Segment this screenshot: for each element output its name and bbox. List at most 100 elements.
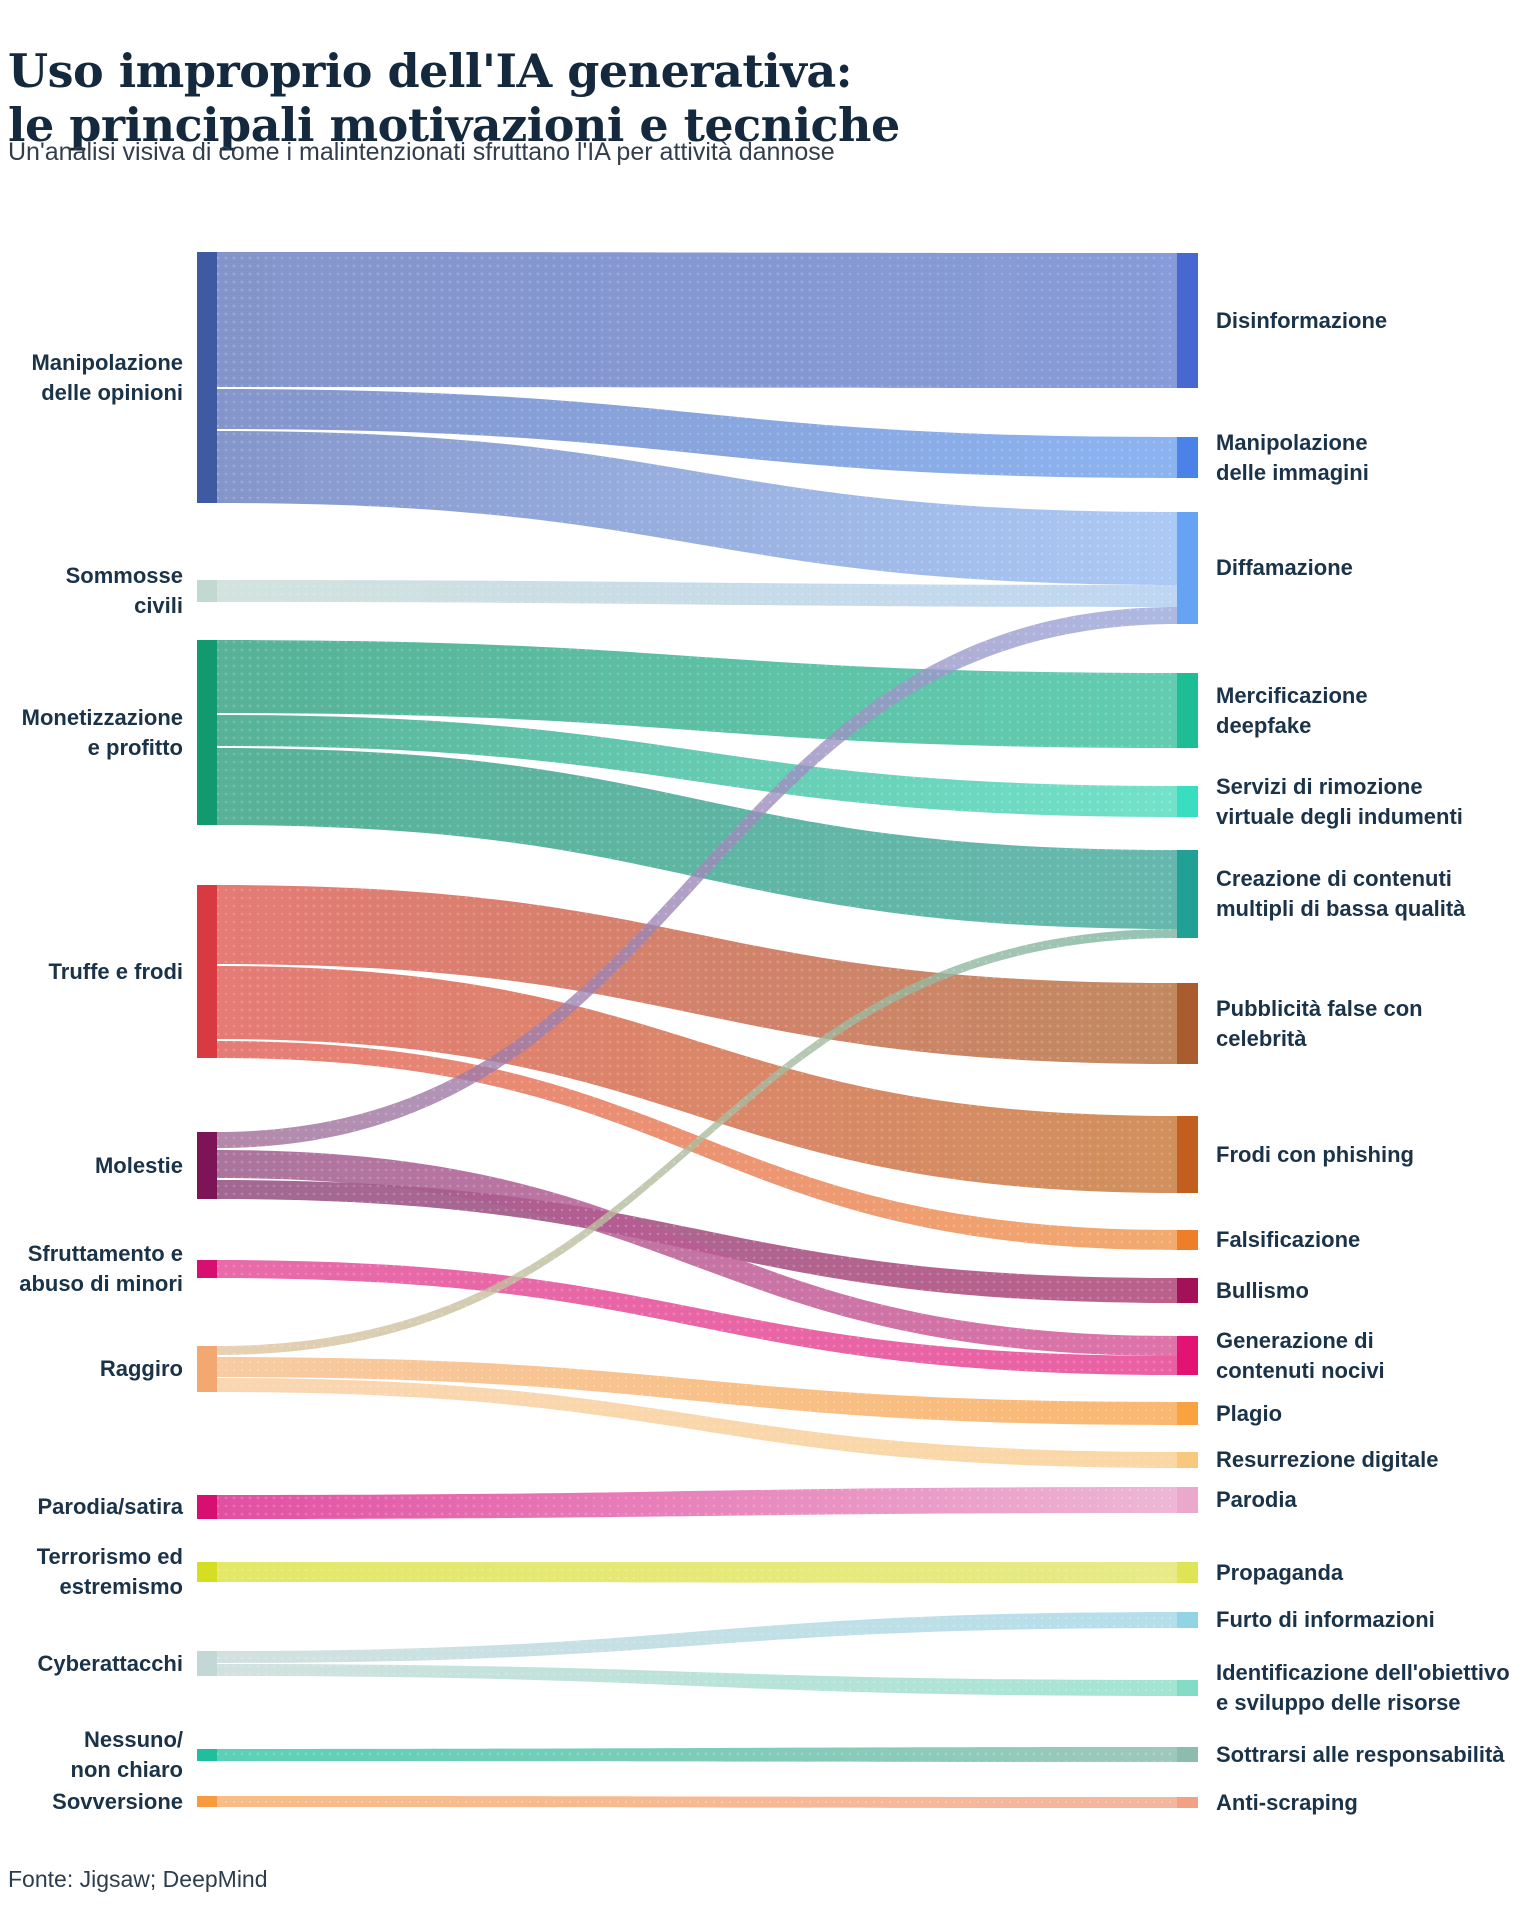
flow-texture-parodia-satira--parodia [217,1487,1177,1519]
label-line: e sviluppo delle risorse [1216,1690,1461,1715]
label-line: civili [134,593,183,618]
label-line: Cyberattacchi [37,1651,183,1676]
left-label-cyberattacchi: Cyberattacchi [0,1649,183,1679]
right-label-generazione-contenuti-nocivi: Generazione di contenuti nocivi [1216,1326,1540,1386]
label-line: e profitto [87,735,183,760]
sankey-node-right-frodi-phishing [1177,1116,1198,1193]
sankey-node-right-identificazione-obiettivo [1177,1680,1198,1696]
label-line: Generazione di [1216,1328,1374,1353]
flow-texture-truffe-frodi--frodi-phishing [217,966,1177,1193]
flow-texture-truffe-frodi--pubblicita-false-celebrita [217,885,1177,1064]
label-line: Furto di informazioni [1216,1607,1435,1632]
sankey-node-left-manipolazione-opinioni [197,252,217,503]
sankey-node-right-sottrarsi-responsabilita [1177,1747,1198,1762]
sankey-node-left-truffe-frodi [197,885,217,1058]
flow-texture-manipolazione-opinioni--disinformazione [217,252,1177,388]
label-line: delle opinioni [41,380,183,405]
label-line: Terrorismo ed [36,1544,183,1569]
left-label-parodia-satira: Parodia/satira [0,1492,183,1522]
sankey-node-right-disinformazione [1177,253,1198,388]
left-label-monetizzazione-profitto: Monetizzazione e profitto [0,703,183,763]
label-line: contenuti nocivi [1216,1358,1385,1383]
left-label-raggiro: Raggiro [0,1354,183,1384]
sankey-node-right-diffamazione [1177,512,1198,624]
label-line: Truffe e frodi [48,959,183,984]
right-label-parodia: Parodia [1216,1485,1540,1515]
flow-texture-sommosse-civili--diffamazione [217,580,1177,607]
label-line: Parodia/satira [37,1494,183,1519]
sankey-node-left-sovversione [197,1796,217,1807]
sankey-node-right-servizi-rimozione-indumenti [1177,786,1198,817]
sankey-node-right-resurrezione-digitale [1177,1452,1198,1468]
sankey-node-left-molestie [197,1132,217,1199]
label-line: Frodi con phishing [1216,1142,1414,1167]
sankey-node-right-bullismo [1177,1278,1198,1303]
flow-texture-monetizzazione-profitto--creazione-contenuti-bassa-qualita [217,748,1177,929]
label-line: Falsificazione [1216,1227,1361,1252]
label-line: Sommosse [65,563,183,588]
label-line: virtuale degli indumenti [1216,804,1463,829]
label-line: Disinformazione [1216,308,1388,333]
label-line: Propaganda [1216,1560,1344,1585]
right-label-frodi-phishing: Frodi con phishing [1216,1140,1540,1170]
flow-texture-manipolazione-opinioni--diffamazione [217,431,1177,585]
sankey-node-right-parodia [1177,1487,1198,1513]
label-line: Raggiro [99,1356,183,1381]
label-line: abuso di minori [19,1271,183,1296]
label-line: Diffamazione [1216,555,1353,580]
sankey-node-left-sommosse-civili [197,580,217,602]
flow-texture-molestie--bullismo [217,1180,1177,1303]
sankey-node-right-manipolazione-immagini [1177,437,1198,478]
label-line: Plagio [1216,1401,1283,1426]
right-label-plagio: Plagio [1216,1399,1540,1429]
right-label-falsificazione: Falsificazione [1216,1225,1540,1255]
label-line: Monetizzazione [21,705,183,730]
sankey-node-left-sfruttamento-minori [197,1260,217,1278]
label-line: Anti-scraping [1216,1790,1358,1815]
right-label-furto-informazioni: Furto di informazioni [1216,1605,1540,1635]
sankey-node-left-monetizzazione-profitto [197,640,217,825]
flow-texture-sfruttamento-minori--generazione-contenuti-nocivi [217,1260,1177,1375]
sankey-node-left-parodia-satira [197,1495,217,1519]
right-label-sottrarsi-responsabilita: Sottrarsi alle responsabilità [1216,1740,1540,1770]
right-label-manipolazione-immagini: Manipolazione delle immagini [1216,428,1540,488]
sankey-node-right-creazione-contenuti-bassa-qualita [1177,850,1198,938]
label-line: multipli di bassa qualità [1216,896,1466,921]
left-label-nessuno-non-chiaro: Nessuno/non chiaro [0,1725,183,1785]
flow-texture-raggiro--creazione-contenuti-bassa-qualita [217,929,1177,1355]
sankey-node-left-cyberattacchi [197,1651,217,1676]
label-line: deepfake [1216,713,1312,738]
sankey-node-right-generazione-contenuti-nocivi [1177,1336,1198,1375]
left-label-manipolazione-opinioni: Manipolazione delle opinioni [0,348,183,408]
right-label-bullismo: Bullismo [1216,1276,1540,1306]
left-label-molestie: Molestie [0,1151,183,1181]
right-label-diffamazione: Diffamazione [1216,553,1540,583]
sankey-node-left-terrorismo-estremismo [197,1562,217,1582]
label-line: Servizi di rimozione [1216,774,1423,799]
sankey-node-right-plagio [1177,1402,1198,1425]
flow-texture-raggiro--resurrezione-digitale [217,1378,1177,1468]
label-line: Mercificazione [1216,683,1368,708]
flow-texture-manipolazione-opinioni--manipolazione-immagini [217,389,1177,478]
sankey-node-right-mercificazione-deepfake [1177,673,1198,748]
label-line: Resurrezione digitale [1216,1447,1439,1472]
page-subtitle: Un'analisi visiva di come i malintenzion… [8,138,835,166]
right-label-identificazione-obiettivo: Identificazione dell'obiettivo e sviluppo… [1216,1658,1540,1718]
flow-texture-molestie--generazione-contenuti-nocivi [217,1150,1177,1356]
source-note: Fonte: Jigsaw; DeepMind [8,1866,268,1892]
flow-texture-sovversione--anti-scraping [217,1796,1177,1808]
flow-texture-raggiro--plagio [217,1357,1177,1425]
right-label-anti-scraping: Anti-scraping [1216,1788,1540,1818]
label-line: Sovversione [52,1789,183,1814]
flow-texture-monetizzazione-profitto--servizi-rimozione-indumenti [217,715,1177,817]
left-label-terrorismo-estremismo: Terrorismo ed estremismo [0,1542,183,1602]
sankey-node-right-anti-scraping [1177,1797,1198,1808]
left-label-truffe-frodi: Truffe e frodi [0,957,183,987]
right-label-servizi-rimozione-indumenti: Servizi di rimozione virtuale degli indum… [1216,772,1540,832]
right-label-resurrezione-digitale: Resurrezione digitale [1216,1445,1540,1475]
right-label-pubblicita-false-celebrita: Pubblicità false con celebrità [1216,994,1540,1054]
label-line: Nessuno/ [83,1727,183,1752]
sankey-node-left-raggiro [197,1346,217,1392]
